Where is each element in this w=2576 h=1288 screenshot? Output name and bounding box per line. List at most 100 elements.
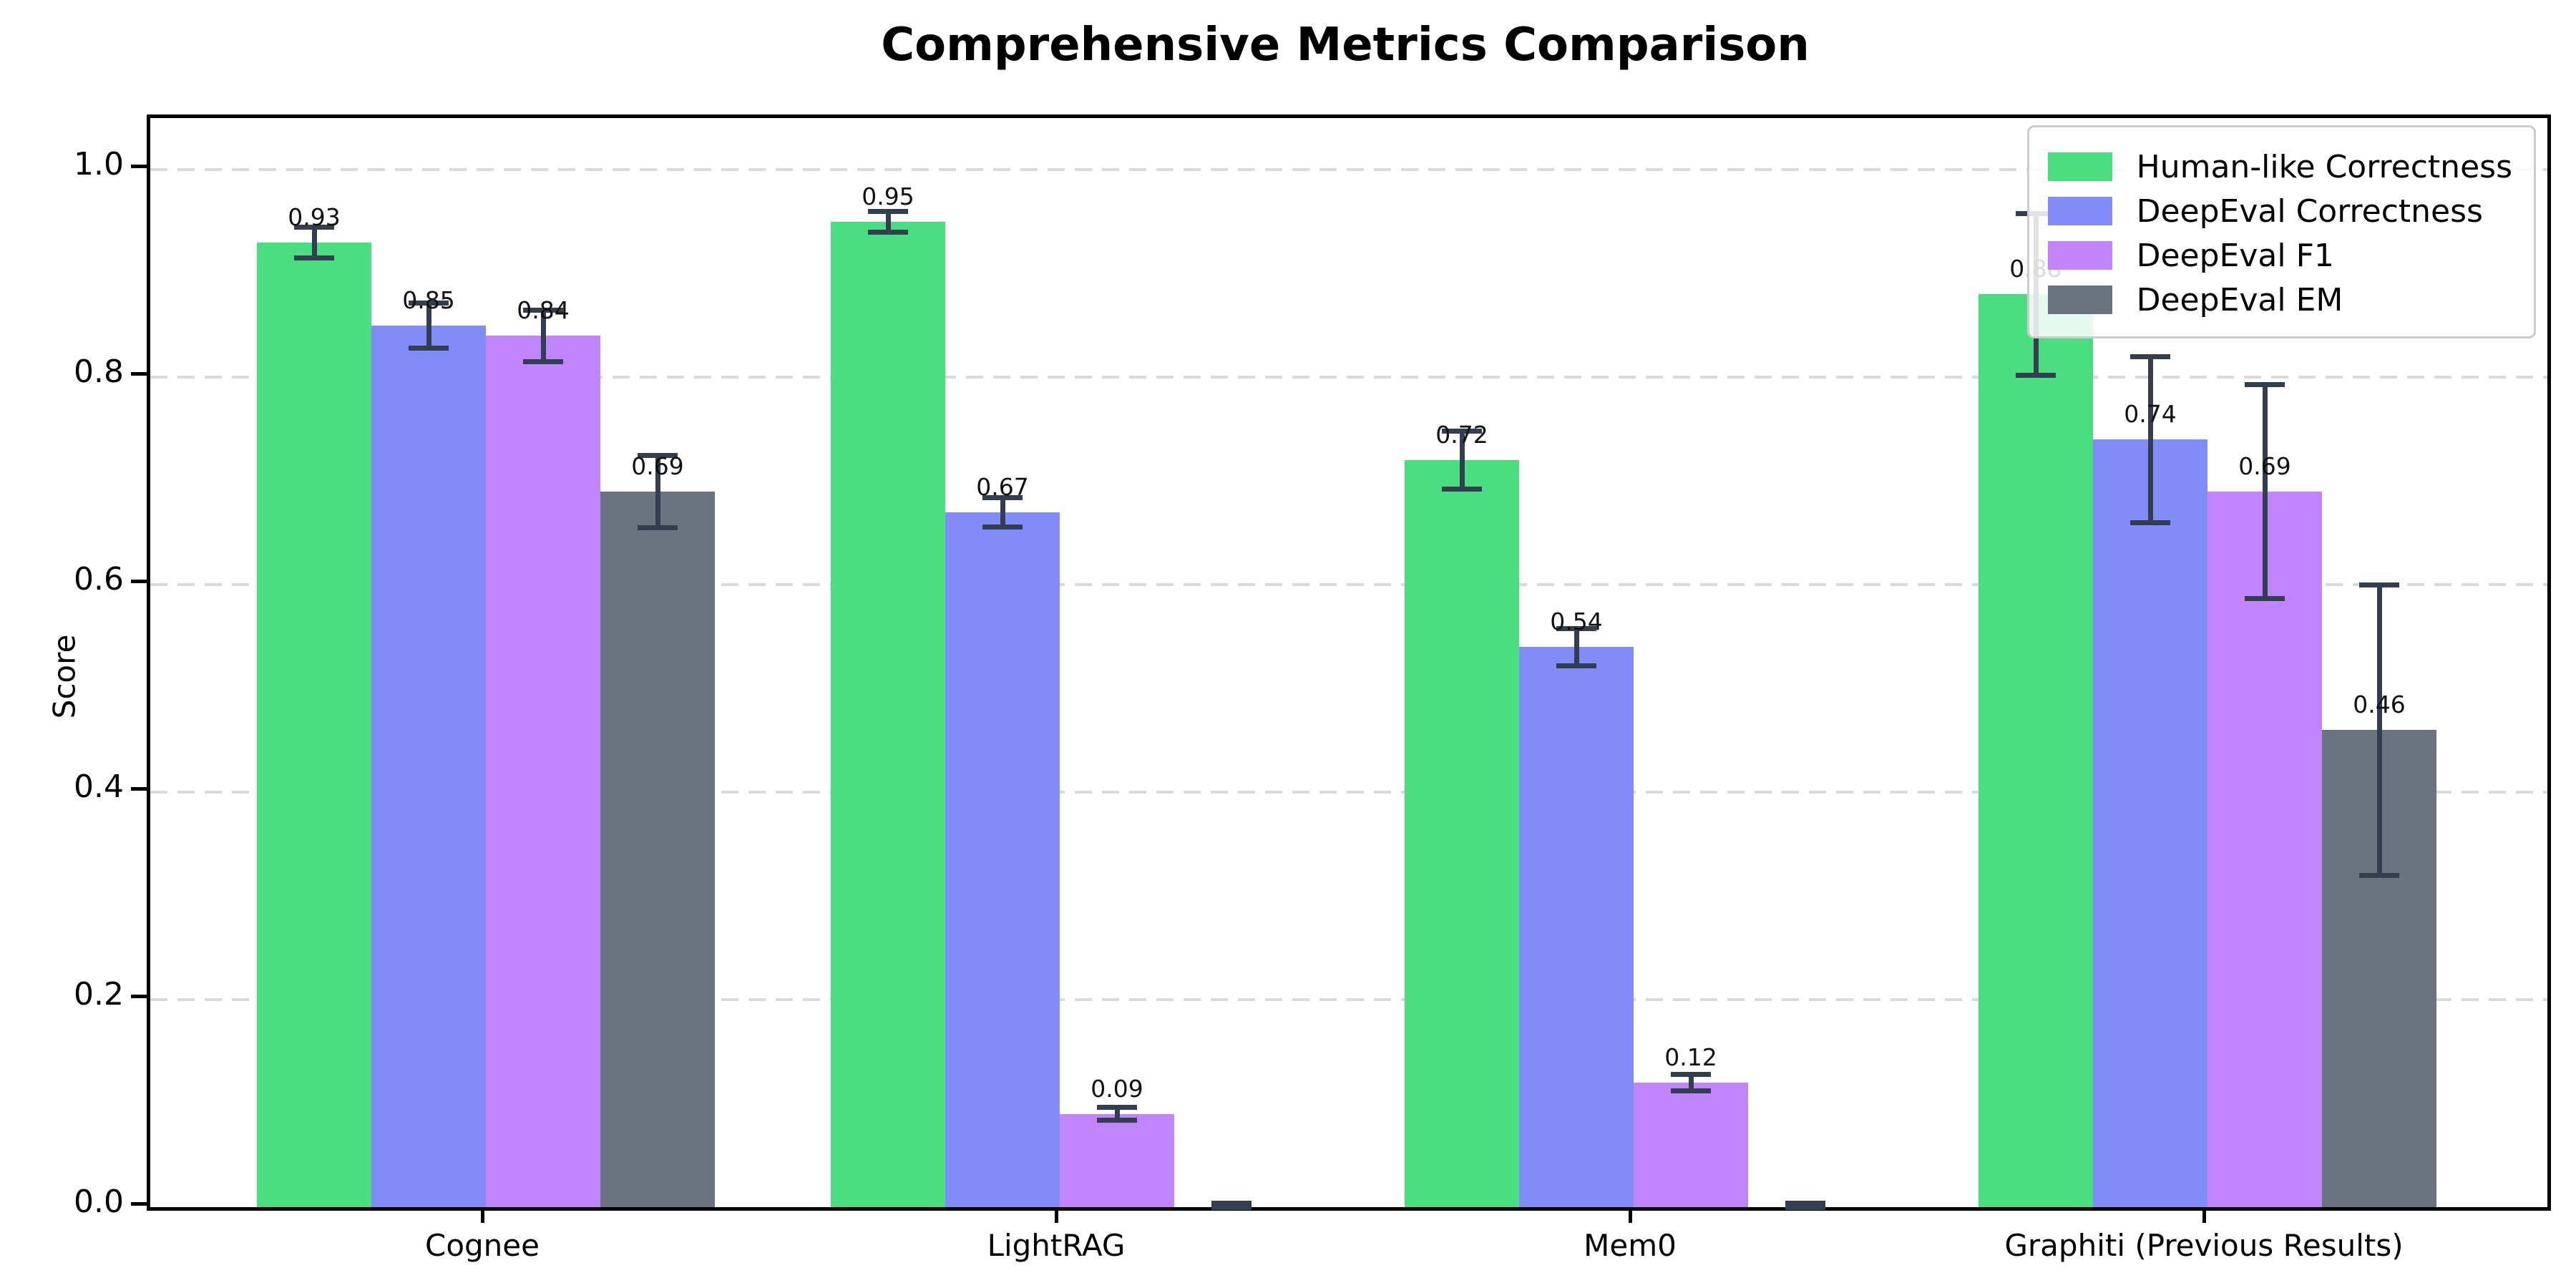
legend-label: DeepEval F1 [2136, 237, 2334, 274]
legend-swatch-deepeval-correctness [2047, 197, 2112, 225]
bar-mem0-series0 [1405, 460, 1519, 1207]
bar-graphiti-series0 [1979, 294, 2093, 1207]
error-bar-cap [409, 300, 449, 306]
bar-graphiti-series1 [2093, 439, 2207, 1207]
legend-label: Human-like Correctness [2136, 148, 2512, 185]
x-tick-label: Cognee [425, 1228, 540, 1263]
error-bar-cap [982, 524, 1023, 530]
legend-swatch-deepeval-em [2047, 286, 2112, 314]
y-tick-mark [131, 995, 147, 999]
y-tick-mark [131, 372, 147, 376]
legend-swatch-deepeval-f1 [2047, 241, 2112, 270]
error-bar-cap [1097, 1105, 1137, 1111]
bar-lightrag-series2 [1060, 1113, 1174, 1207]
error-bar-cap [2245, 595, 2285, 601]
y-tick-label: 1.0 [74, 146, 124, 183]
error-bar [2147, 356, 2153, 523]
legend-item: DeepEval Correctness [2047, 189, 2512, 233]
error-bar-cap [2359, 872, 2399, 878]
error-bar-cap [868, 229, 908, 235]
error-bar-cap [2130, 353, 2170, 359]
bar-lightrag-series1 [945, 512, 1060, 1207]
y-axis-label: Score [47, 634, 82, 719]
error-bar [1000, 497, 1005, 527]
legend-label: DeepEval Correctness [2136, 192, 2483, 230]
error-bar [1114, 1107, 1120, 1121]
error-bar-cap [1556, 663, 1596, 668]
x-tick-mark [481, 1207, 484, 1223]
legend-item: DeepEval EM [2047, 278, 2512, 322]
bar-mem0-series2 [1634, 1083, 1748, 1207]
x-tick-label: Graphiti (Previous Results) [2004, 1228, 2404, 1263]
error-bar-cap [1671, 1071, 1711, 1077]
x-tick-mark [1629, 1207, 1632, 1223]
error-bar-cap [982, 495, 1023, 501]
legend-label: DeepEval EM [2136, 281, 2343, 318]
legend-item: DeepEval F1 [2047, 233, 2512, 278]
error-bar [1459, 431, 1465, 489]
error-bar [426, 303, 431, 348]
legend-swatch-human-like-correctness [2047, 152, 2112, 181]
bar-value-label: 0.93 [288, 203, 341, 231]
error-bar-cap [2130, 519, 2170, 525]
bar-value-label: 0.69 [631, 452, 684, 480]
bar-value-label: 0.54 [1550, 608, 1603, 636]
bar-value-label: 0.95 [862, 182, 914, 210]
chart-title: Comprehensive Metrics Comparison [881, 19, 1810, 72]
bar-mem0-series1 [1519, 647, 1634, 1207]
error-bar [2262, 384, 2268, 599]
y-tick-mark [131, 787, 147, 791]
y-tick-label: 0.2 [74, 976, 124, 1013]
error-bar-cap [523, 307, 563, 313]
bar-cognee-series1 [371, 325, 486, 1207]
bar-value-label: 0.69 [2238, 452, 2291, 480]
gridline [150, 168, 2547, 172]
y-tick-label: 0.4 [74, 769, 124, 806]
bar-value-label: 0.74 [2124, 400, 2177, 429]
error-bar-cap [294, 224, 334, 230]
gridline [150, 583, 2547, 587]
error-bar [1574, 628, 1579, 666]
error-bar-cap [1442, 429, 1482, 434]
error-bar-cap [1671, 1088, 1711, 1094]
bar-lightrag-series0 [831, 221, 945, 1207]
bar-cognee-series0 [257, 242, 371, 1207]
error-bar-cap [868, 208, 908, 214]
bar-value-label: 0.72 [1435, 421, 1488, 449]
bar-cognee-series2 [486, 336, 600, 1207]
error-bar [1688, 1074, 1694, 1091]
error-bar-cap [1211, 1200, 1252, 1206]
error-bar-cap [1211, 1204, 1252, 1210]
bar-value-label: 0.46 [2353, 691, 2406, 719]
error-bar-cap [1097, 1117, 1137, 1123]
y-tick-mark [131, 165, 147, 169]
bar-value-label: 0.09 [1091, 1074, 1143, 1103]
y-tick-mark [131, 1202, 147, 1206]
bar-value-label: 0.84 [517, 296, 570, 325]
legend: Human-like Correctness DeepEval Correctn… [2026, 125, 2536, 338]
legend-item: Human-like Correctness [2047, 145, 2512, 189]
bar-cognee-series3 [600, 491, 715, 1207]
error-bar-cap [2359, 582, 2399, 587]
y-tick-label: 0.0 [74, 1184, 124, 1220]
error-bar-cap [409, 346, 449, 351]
error-bar-cap [638, 525, 678, 531]
error-bar-cap [1556, 625, 1596, 631]
bar-value-label: 0.85 [402, 286, 455, 314]
error-bar [2376, 585, 2382, 876]
y-tick-label: 0.6 [74, 561, 124, 598]
x-tick-label: LightRAG [987, 1228, 1126, 1263]
y-tick-label: 0.8 [74, 353, 124, 391]
bar-value-label: 0.67 [976, 472, 1029, 501]
error-bar-cap [294, 255, 334, 261]
gridline [150, 791, 2547, 794]
x-tick-label: Mem0 [1584, 1228, 1677, 1263]
x-tick-mark [1055, 1207, 1058, 1223]
x-tick-mark [2202, 1207, 2206, 1223]
error-bar [885, 211, 891, 233]
error-bar [540, 310, 546, 362]
error-bar-cap [1785, 1204, 1825, 1210]
error-bar-cap [1785, 1200, 1825, 1206]
error-bar-cap [638, 452, 678, 458]
y-tick-mark [131, 580, 147, 584]
